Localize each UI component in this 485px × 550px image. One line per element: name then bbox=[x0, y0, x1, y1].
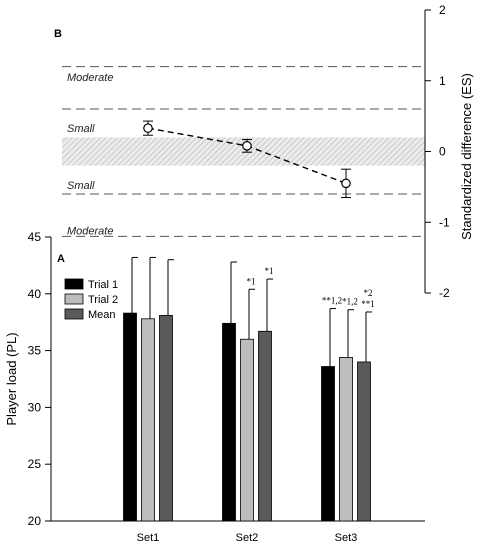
panel-a-label: A bbox=[57, 253, 65, 265]
panel-a-y-axis-label: Player load (PL) bbox=[4, 332, 19, 425]
legend-label: Trial 2 bbox=[88, 294, 118, 306]
significance-annotation: *1,2 bbox=[342, 297, 358, 307]
bar bbox=[321, 366, 335, 522]
bar bbox=[357, 361, 371, 522]
panel-b-label: B bbox=[54, 28, 62, 40]
x-tick-label: Set3 bbox=[335, 532, 358, 544]
significance-annotation: *1 bbox=[247, 276, 256, 286]
bar bbox=[159, 314, 173, 522]
effect-size-point bbox=[242, 141, 252, 151]
significance-annotations: *1 *1 **1,2 *1,2 *2**1 bbox=[247, 266, 375, 309]
panel-b-y-ticks: -2 -1 0 1 2 bbox=[425, 3, 450, 300]
y-tick-label: 2 bbox=[439, 3, 446, 17]
zone-label: Small bbox=[67, 180, 95, 192]
legend-swatch bbox=[64, 293, 84, 305]
y-tick-label: 40 bbox=[28, 287, 42, 301]
y-tick-label: 1 bbox=[439, 74, 446, 88]
significance-annotation: **1,2 bbox=[322, 296, 342, 306]
threshold-lines bbox=[62, 66, 425, 237]
legend-label: Mean bbox=[88, 309, 116, 321]
zone-label: Small bbox=[67, 123, 95, 135]
significance-annotation: *2 bbox=[364, 288, 373, 298]
bar bbox=[123, 312, 137, 522]
y-tick-label: 45 bbox=[28, 230, 42, 244]
y-tick-label: 0 bbox=[439, 145, 446, 159]
panel-b-effect-size-chart: Moderate Small Small Moderate -2 -1 0 1 2 Stand… bbox=[54, 3, 474, 300]
bar bbox=[240, 338, 254, 522]
y-tick-label: 35 bbox=[28, 344, 42, 358]
y-tick-label: 20 bbox=[28, 514, 42, 528]
x-tick-label: Set1 bbox=[137, 532, 160, 544]
bar bbox=[222, 322, 236, 522]
panel-a-error-bars bbox=[131, 256, 372, 367]
legend-label: Trial 1 bbox=[88, 279, 118, 291]
zone-label: Moderate bbox=[67, 72, 113, 84]
y-tick-label: 30 bbox=[28, 400, 42, 414]
bar bbox=[339, 357, 353, 522]
zone-label: Moderate bbox=[67, 226, 113, 238]
effect-size-point bbox=[143, 123, 153, 133]
significance-annotation: *1 bbox=[265, 266, 274, 276]
significance-annotation: **1 bbox=[361, 299, 375, 309]
legend-swatch bbox=[64, 308, 84, 320]
effect-size-point bbox=[341, 178, 351, 189]
y-tick-label: -2 bbox=[439, 286, 450, 300]
panel-b-y-axis-label: Standardized difference (ES) bbox=[459, 73, 474, 240]
panel-a-category-labels: Set1 Set2 Set3 bbox=[137, 532, 358, 544]
y-tick-label: 25 bbox=[28, 457, 42, 471]
y-tick-label: -1 bbox=[439, 215, 450, 229]
bar bbox=[141, 318, 155, 522]
legend: Trial 1 Trial 2 Mean bbox=[64, 278, 118, 321]
effect-size-points bbox=[143, 120, 351, 198]
zone-labels: Moderate Small Small Moderate bbox=[67, 72, 113, 238]
panel-a-bars bbox=[123, 312, 371, 522]
trivial-band bbox=[62, 137, 425, 166]
bar bbox=[258, 330, 272, 522]
x-tick-label: Set2 bbox=[236, 532, 259, 544]
legend-swatch bbox=[64, 278, 84, 290]
panel-a-y-ticks: 20 25 30 35 40 45 bbox=[28, 230, 51, 528]
